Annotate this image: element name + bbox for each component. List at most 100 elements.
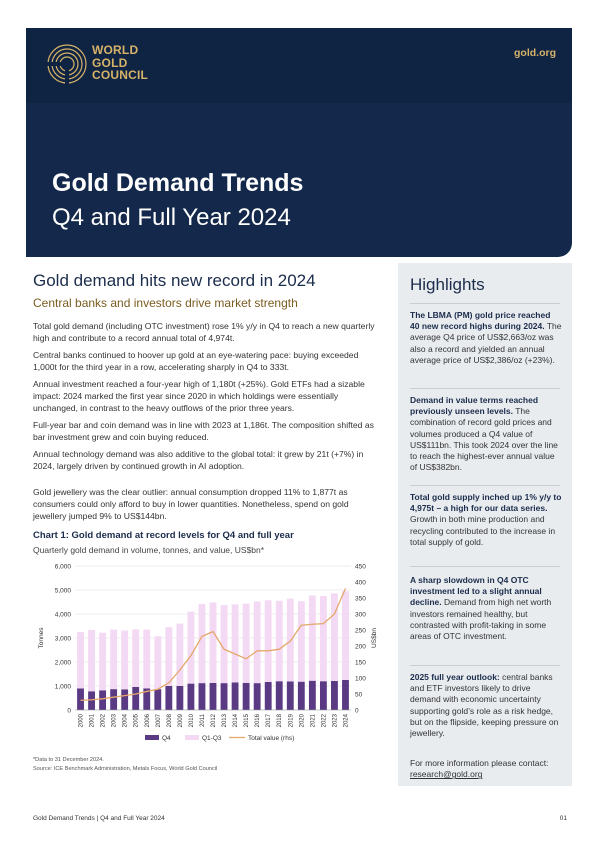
highlight-5: 2025 full year outlook: central banks an… [410, 672, 562, 739]
page-number: 01 [559, 815, 567, 822]
bar-q4 [88, 691, 95, 710]
footer-title: Gold Demand Trends | Q4 and Full Year 20… [33, 815, 165, 822]
highlight-3-bold: Total gold supply inched up 1% y/y to 4,… [410, 492, 562, 514]
paragraph-2: Central banks continued to hoover up gol… [33, 350, 359, 372]
x-tick-label: 2010 [189, 713, 195, 727]
highlight-4: A sharp slowdown in Q4 OTC investment le… [410, 575, 562, 642]
chart-title: Chart 1: Gold demand at record levels fo… [33, 530, 294, 541]
y-axis-label: Tonnes [38, 627, 45, 649]
bar-q4 [319, 681, 327, 710]
highlight-2-text: The combination of record gold prices an… [410, 406, 558, 473]
site-link[interactable]: gold.org [514, 47, 556, 59]
x-tick-label: 2011 [200, 713, 206, 727]
bar-q1-q3 [143, 629, 151, 689]
divider [410, 665, 560, 666]
chart-note: *Data to 31 December 2024. [33, 757, 104, 763]
x-tick-label: 2015 [244, 713, 250, 727]
report-title: Gold Demand Trends [52, 169, 304, 197]
bar-q1-q3 [132, 629, 140, 687]
bar-q1-q3 [209, 602, 217, 683]
bar-q1-q3 [264, 600, 272, 682]
bar-q1-q3 [331, 593, 338, 681]
bar-q4 [297, 681, 305, 710]
bar-q4 [165, 686, 173, 710]
paragraph-1: Total gold demand (including OTC investm… [33, 321, 375, 343]
x-tick-label: 2024 [343, 713, 349, 727]
bar-q4 [176, 686, 184, 710]
y-right-tick-label: 250 [355, 628, 366, 635]
y-right-axis-label: US$bn [371, 628, 378, 648]
y-tick-label: 1,000 [55, 684, 72, 691]
x-tick-label: 2004 [123, 713, 129, 727]
bar-q1-q3 [297, 601, 305, 682]
bar-q1-q3 [187, 611, 195, 684]
x-tick-label: 2016 [255, 713, 261, 727]
bar-q1-q3 [121, 630, 129, 690]
x-tick-label: 2014 [233, 713, 239, 727]
logo-line-3: COUNCIL [92, 68, 149, 82]
x-tick-label: 2006 [145, 713, 151, 727]
x-tick-label: 2000 [79, 713, 85, 727]
paragraph-3: Annual investment reached a four-year hi… [33, 379, 365, 413]
bar-q4 [121, 689, 129, 710]
bar-q4 [231, 682, 239, 710]
legend-label-q1-q3: Q1-Q3 [202, 735, 222, 742]
highlights-title: Highlights [410, 275, 485, 294]
y-tick-label: 6,000 [55, 564, 72, 571]
y-tick-label: 3,000 [55, 636, 72, 643]
highlight-4-text: Demand from high net worth investors rem… [410, 597, 552, 642]
highlight-5-text: central banks and ETF investors likely t… [410, 672, 559, 739]
gold-demand-chart: 6,000 5,000 4,000 3,000 2,000 1,000 0 450 400 350… [38, 564, 378, 743]
bar-q1-q3 [286, 598, 294, 682]
highlight-3-text: Growth in both mine production and recyc… [410, 514, 556, 547]
bar-q4 [110, 689, 118, 710]
total-value-line [80, 588, 347, 702]
y-right-tick-label: 100 [355, 676, 366, 683]
bar-q1-q3 [198, 603, 206, 684]
bar-q1-q3 [99, 632, 107, 691]
bar-q1-q3 [165, 627, 173, 686]
bar-q1-q3 [253, 601, 261, 684]
divider [410, 303, 560, 304]
x-tick-label: 2013 [222, 713, 228, 727]
bar-q4 [253, 683, 261, 710]
y-tick-label: 4,000 [55, 612, 72, 619]
bar-q4 [308, 680, 316, 710]
bar-q1-q3 [275, 600, 283, 682]
header-band [26, 28, 572, 103]
contact-email-link[interactable]: research@gold.org [410, 769, 483, 780]
bar-q1-q3 [242, 603, 250, 683]
contact-text: For more information please contact: [410, 758, 549, 768]
logo-line-1: WORLD [92, 43, 139, 57]
legend-swatch-q4 [145, 735, 159, 740]
highlights-sidebar: Highlights The LBMA (PM) gold price reac… [398, 263, 572, 786]
paragraph-4: Full-year bar and coin demand was in lin… [33, 420, 374, 442]
bar-q4 [154, 689, 162, 710]
divider [410, 485, 560, 486]
highlight-5-bold: 2025 full year outlook: [410, 672, 500, 682]
x-tick-label: 2002 [101, 713, 107, 727]
x-tick-label: 2020 [299, 713, 305, 727]
logo-line-2: GOLD [92, 55, 128, 70]
x-tick-label: 2012 [211, 713, 217, 727]
bar-q4 [342, 680, 349, 710]
bar-q1-q3 [308, 595, 316, 681]
contact-block: For more information please contact: res… [410, 758, 562, 780]
y-tick-label: 0 [67, 708, 71, 715]
highlight-2-bold: Demand in value terms reached previously… [410, 395, 539, 417]
bar-q4 [187, 683, 195, 710]
bar-q1-q3 [319, 596, 327, 682]
bar-q1-q3 [154, 636, 162, 690]
bar-q4 [209, 682, 217, 710]
highlight-1-text: The average Q4 price of US$2,663/oz was … [410, 321, 562, 365]
x-tick-label: 2005 [134, 713, 140, 727]
chart-source: Source: ICE Benchmark Administration, Me… [33, 766, 218, 772]
bar-q4 [242, 682, 250, 710]
x-tick-label: 2022 [321, 713, 327, 727]
bar-q4 [286, 681, 294, 710]
legend-label-value: Total value (rhs) [248, 735, 294, 742]
x-tick-label: 2017 [266, 713, 272, 727]
logo-wordmark: WORLD GOLD COUNCIL [92, 44, 148, 82]
x-tick-label: 2019 [288, 713, 294, 727]
x-tick-label: 2021 [310, 713, 316, 727]
